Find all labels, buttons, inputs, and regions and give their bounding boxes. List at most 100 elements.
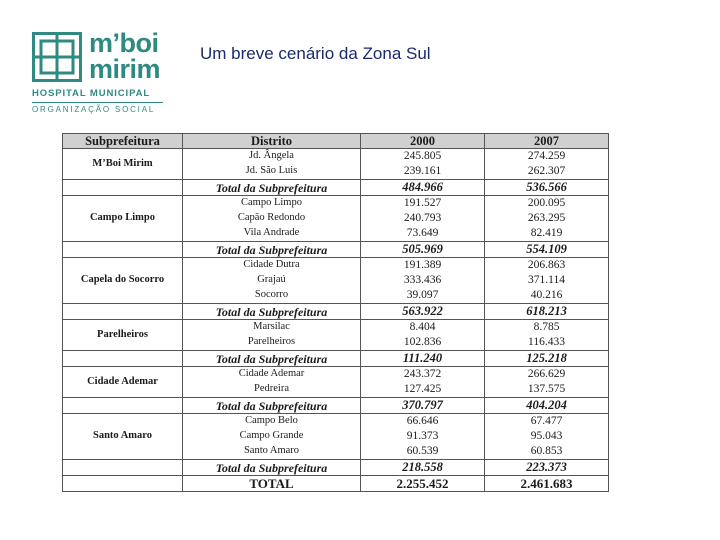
distrito-name: Capão Redondo (182, 211, 361, 226)
table-header-row: Subprefeitura Distrito 2000 2007 (62, 133, 609, 149)
distrito-name: Cidade Dutra (182, 257, 361, 273)
table-row: Grajaú 333.436 371.114 (63, 273, 609, 288)
subtotal-2000: 563.922 (360, 303, 485, 320)
subtotal-row: Total da Subprefeitura 370.797 404.204 (62, 397, 609, 414)
table-row: Santo Amaro 60.539 60.853 (63, 444, 609, 460)
value-2007: 206.863 (484, 257, 609, 273)
table-row: Parelheiros 102.836 116.433 (63, 335, 609, 351)
subtotal-2007: 404.204 (484, 397, 609, 414)
value-2000: 102.836 (360, 335, 485, 351)
subtotal-blank-cell (62, 179, 183, 196)
subtotal-2000: 370.797 (360, 397, 485, 414)
population-table-container: Subprefeitura Distrito 2000 2007 M’Boi M… (62, 133, 609, 511)
logo-grid-icon (32, 32, 82, 82)
subtotal-label: Total da Subprefeitura (182, 459, 361, 476)
logo-word-mboi: m’boi (89, 28, 159, 58)
value-2007: 116.433 (484, 335, 609, 351)
subprefeitura-name: Parelheiros (62, 319, 183, 351)
subtotal-blank-cell (62, 350, 183, 367)
value-2007: 8.785 (484, 319, 609, 335)
subtotal-2000: 218.558 (360, 459, 485, 476)
subtotal-row: Total da Subprefeitura 505.969 554.109 (62, 241, 609, 258)
value-2007: 266.629 (484, 366, 609, 382)
logo-tagline: ORGANIZAÇÃO SOCIAL (32, 105, 156, 114)
subtotal-label: Total da Subprefeitura (182, 241, 361, 258)
value-2007: 82.419 (484, 226, 609, 242)
value-2007: 274.259 (484, 148, 609, 164)
distrito-name: Parelheiros (182, 335, 361, 351)
grand-total-2007: 2.461.683 (484, 475, 609, 492)
population-table: Subprefeitura Distrito 2000 2007 M’Boi M… (62, 133, 609, 492)
table-row: Capão Redondo 240.793 263.295 (63, 211, 609, 226)
value-2007: 40.216 (484, 288, 609, 304)
subprefeitura-name: Cidade Ademar (62, 366, 183, 398)
value-2007: 137.575 (484, 382, 609, 398)
distrito-name: Campo Belo (182, 413, 361, 429)
subtotal-row: Total da Subprefeitura 484.966 536.566 (62, 179, 609, 196)
header-subprefeitura: Subprefeitura (62, 133, 183, 149)
value-2000: 243.372 (360, 366, 485, 382)
table-row: Campo Limpo Campo Limpo 191.527 200.095 (62, 195, 609, 242)
table-row: Capela do Socorro Cidade Dutra 191.389 206.… (62, 257, 609, 304)
grand-total-label: TOTAL (182, 475, 361, 492)
value-2000: 127.425 (360, 382, 485, 398)
value-2000: 191.527 (360, 195, 485, 211)
subtotal-2000: 505.969 (360, 241, 485, 258)
logo-divider (32, 102, 163, 103)
distrito-name: Vila Andrade (182, 226, 361, 242)
subtotal-2007: 223.373 (484, 459, 609, 476)
value-2000: 73.649 (360, 226, 485, 242)
value-2000: 60.539 (360, 444, 485, 460)
value-2000: 245.805 (360, 148, 485, 164)
table-row: M’Boi Mirim Jd. Ângela 245.805 274.259 (62, 148, 609, 180)
value-2000: 39.097 (360, 288, 485, 304)
value-2007: 67.477 (484, 413, 609, 429)
grand-total-row: TOTAL 2.255.452 2.461.683 (62, 475, 609, 492)
value-2007: 371.114 (484, 273, 609, 288)
value-2000: 333.436 (360, 273, 485, 288)
value-2000: 240.793 (360, 211, 485, 226)
table-row: Santo Amaro Campo Belo 66.646 67.477 (62, 413, 609, 460)
subprefeitura-name: Campo Limpo (62, 195, 183, 242)
subtotal-label: Total da Subprefeitura (182, 350, 361, 367)
distrito-name: Jd. São Luis (182, 164, 361, 180)
grand-total-2000: 2.255.452 (360, 475, 485, 492)
subprefeitura-name: M’Boi Mirim (62, 148, 183, 180)
distrito-name: Grajaú (182, 273, 361, 288)
logo-word-mirim: mirim (89, 54, 161, 84)
table-row: Parelheiros Marsilac 8.404 8.785 (62, 319, 609, 351)
header-distrito: Distrito (182, 133, 361, 149)
value-2007: 262.307 (484, 164, 609, 180)
table-row: Pedreira 127.425 137.575 (63, 382, 609, 398)
distrito-name: Marsilac (182, 319, 361, 335)
slide-title: Um breve cenário da Zona Sul (200, 44, 431, 63)
distrito-name: Socorro (182, 288, 361, 304)
subtotal-blank-cell (62, 303, 183, 320)
value-2007: 200.095 (484, 195, 609, 211)
value-2000: 191.389 (360, 257, 485, 273)
subtotal-2007: 536.566 (484, 179, 609, 196)
table-row: Campo Grande 91.373 95.043 (63, 429, 609, 444)
subtotal-2007: 125.218 (484, 350, 609, 367)
grand-total-blank-cell (62, 475, 183, 492)
subtotal-row: Total da Subprefeitura 111.240 125.218 (62, 350, 609, 367)
table-row: Jd. São Luis 239.161 262.307 (63, 164, 609, 180)
distrito-name: Cidade Ademar (182, 366, 361, 382)
distrito-name: Campo Grande (182, 429, 361, 444)
subtotal-row: Total da Subprefeitura 218.558 223.373 (62, 459, 609, 476)
subtotal-2000: 484.966 (360, 179, 485, 196)
table-row: Socorro 39.097 40.216 (63, 288, 609, 304)
header-2000: 2000 (360, 133, 485, 149)
subtotal-label: Total da Subprefeitura (182, 303, 361, 320)
value-2007: 60.853 (484, 444, 609, 460)
subtotal-row: Total da Subprefeitura 563.922 618.213 (62, 303, 609, 320)
distrito-name: Jd. Ângela (182, 148, 361, 164)
subtotal-label: Total da Subprefeitura (182, 397, 361, 414)
value-2007: 263.295 (484, 211, 609, 226)
distrito-name: Pedreira (182, 382, 361, 398)
table-body: M’Boi Mirim Jd. Ângela 245.805 274.259 Jd. S… (62, 148, 609, 492)
value-2000: 91.373 (360, 429, 485, 444)
value-2000: 66.646 (360, 413, 485, 429)
subprefeitura-name: Capela do Socorro (62, 257, 183, 304)
subtotal-2000: 111.240 (360, 350, 485, 367)
